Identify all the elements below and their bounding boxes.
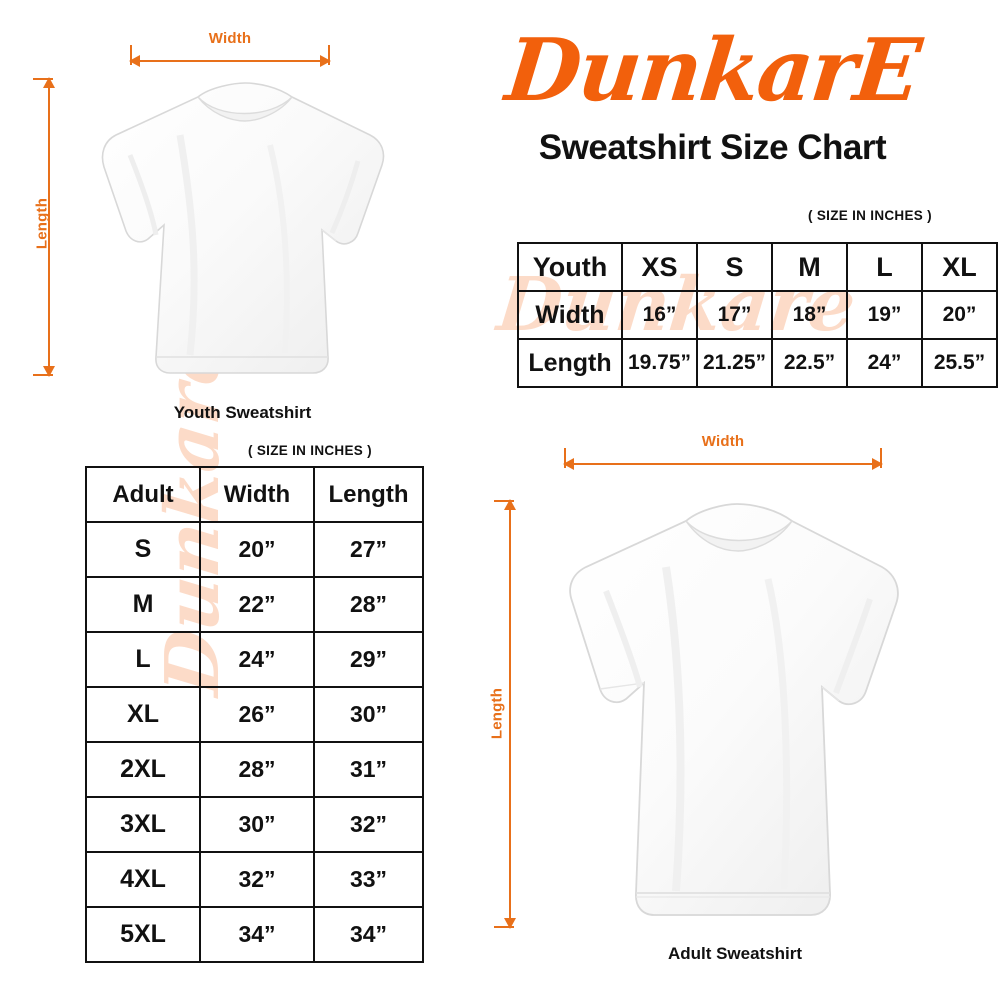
youth-width-m: 18” xyxy=(771,290,848,340)
youth-length-l: 24” xyxy=(846,338,923,388)
youth-length-xl: 25.5” xyxy=(921,338,998,388)
adult-col-size: Adult xyxy=(85,466,201,523)
adult-width-l: 24” xyxy=(199,631,315,688)
chart-title: Sweatshirt Size Chart xyxy=(538,127,887,167)
adult-length-s: 27” xyxy=(313,521,424,578)
adult-units-note: ( SIZE IN INCHES ) xyxy=(248,443,372,458)
table-row: Length 19.75” 21.25” 22.5” 24” 25.5” xyxy=(517,338,998,388)
youth-length-s: 21.25” xyxy=(696,338,773,388)
adult-width-s: 20” xyxy=(199,521,315,578)
adult-col-length: Length xyxy=(313,466,424,523)
adult-sweatshirt-illustration xyxy=(569,503,899,916)
adult-width-label: Width xyxy=(701,433,745,450)
adult-length-5xl: 34” xyxy=(313,906,424,963)
youth-length-label: Length xyxy=(33,197,51,250)
youth-width-xl: 20” xyxy=(921,290,998,340)
adult-size-l: L xyxy=(85,631,201,688)
adult-size-s: S xyxy=(85,521,201,578)
table-row: S 20” 27” xyxy=(85,521,424,578)
adult-length-label: Length xyxy=(488,687,506,740)
youth-size-m: M xyxy=(771,242,848,292)
table-row: Adult Width Length xyxy=(85,466,424,523)
table-row: M 22” 28” xyxy=(85,576,424,633)
youth-sweatshirt-illustration xyxy=(101,82,385,374)
youth-sweatshirt-caption: Youth Sweatshirt xyxy=(173,403,312,422)
adult-size-xl: XL xyxy=(85,686,201,743)
youth-width-s: 17” xyxy=(696,290,773,340)
youth-row-label: Youth xyxy=(517,242,623,292)
adult-length-4xl: 33” xyxy=(313,851,424,908)
adult-size-5xl: 5XL xyxy=(85,906,201,963)
adult-length-2xl: 31” xyxy=(313,741,424,798)
table-row: 5XL 34” 34” xyxy=(85,906,424,963)
adult-width-2xl: 28” xyxy=(199,741,315,798)
youth-width-row-label: Width xyxy=(517,290,623,340)
table-row: Youth XS S M L XL xyxy=(517,242,998,292)
adult-size-m: M xyxy=(85,576,201,633)
adult-length-xl: 30” xyxy=(313,686,424,743)
youth-size-xs: XS xyxy=(621,242,698,292)
youth-length-xs: 19.75” xyxy=(621,338,698,388)
table-row: 2XL 28” 31” xyxy=(85,741,424,798)
youth-size-s: S xyxy=(696,242,773,292)
adult-size-table: Adult Width Length S 20” 27” M 22” 28” L… xyxy=(85,466,424,963)
table-row: 4XL 32” 33” xyxy=(85,851,424,908)
brand-name: DunkarE xyxy=(501,20,924,121)
adult-col-width: Width xyxy=(199,466,315,523)
youth-size-l: L xyxy=(846,242,923,292)
youth-units-note: ( SIZE IN INCHES ) xyxy=(808,208,932,223)
adult-size-4xl: 4XL xyxy=(85,851,201,908)
adult-size-2xl: 2XL xyxy=(85,741,201,798)
youth-width-label: Width xyxy=(208,30,252,47)
adult-sweatshirt-caption: Adult Sweatshirt xyxy=(667,944,803,963)
adult-size-3xl: 3XL xyxy=(85,796,201,853)
youth-size-xl: XL xyxy=(921,242,998,292)
adult-width-4xl: 32” xyxy=(199,851,315,908)
adult-width-m: 22” xyxy=(199,576,315,633)
adult-width-xl: 26” xyxy=(199,686,315,743)
adult-width-3xl: 30” xyxy=(199,796,315,853)
youth-width-l: 19” xyxy=(846,290,923,340)
brand-header: DunkarE Sweatshirt Size Chart xyxy=(440,20,985,168)
adult-length-l: 29” xyxy=(313,631,424,688)
adult-length-3xl: 32” xyxy=(313,796,424,853)
youth-size-table: Youth XS S M L XL Width 16” 17” 18” 19” … xyxy=(517,242,998,388)
youth-length-row-label: Length xyxy=(517,338,623,388)
adult-length-m: 28” xyxy=(313,576,424,633)
table-row: Width 16” 17” 18” 19” 20” xyxy=(517,290,998,340)
table-row: XL 26” 30” xyxy=(85,686,424,743)
youth-width-xs: 16” xyxy=(621,290,698,340)
adult-width-5xl: 34” xyxy=(199,906,315,963)
youth-length-m: 22.5” xyxy=(771,338,848,388)
table-row: 3XL 30” 32” xyxy=(85,796,424,853)
table-row: L 24” 29” xyxy=(85,631,424,688)
